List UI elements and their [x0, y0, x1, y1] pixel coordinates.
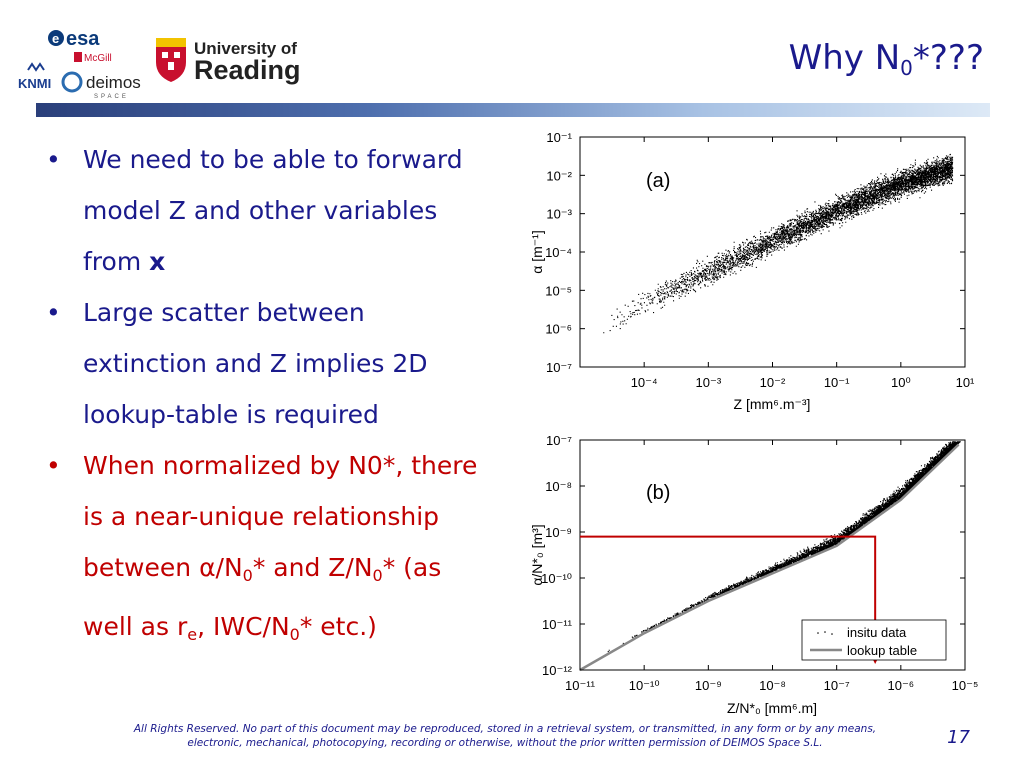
reading-line2: Reading — [194, 55, 301, 85]
plot-b-ticks: 10⁻¹¹ 10⁻¹⁰ 10⁻⁹ 10⁻⁸ 10⁻⁷ 10⁻⁶ 10⁻⁵ 10⁻⁷ 10⁻⁸ 10… — [541, 433, 978, 693]
x-tick-label: 10⁻¹ — [824, 375, 850, 390]
y-tick-label: 10⁻⁹ — [545, 525, 572, 540]
header-bar — [36, 103, 990, 117]
scatter-points — [607, 441, 961, 653]
esa-text: esa — [66, 28, 100, 50]
footer-copyright: All Rights Reserved. No part of this doc… — [133, 723, 877, 749]
y-tick-label: 10⁻⁴ — [545, 245, 572, 260]
lookup-table-line — [579, 443, 960, 672]
plot-a-xlabel: Z [mm⁶.m⁻³] — [734, 396, 811, 412]
y-tick-label: 10⁻¹⁰ — [541, 571, 572, 586]
y-tick-label: 10⁻³ — [546, 207, 572, 222]
svg-text:e: e — [52, 31, 59, 46]
bullet-item: Large scatter between extinction and Z i… — [46, 287, 486, 440]
x-tick-label: 10⁻¹⁰ — [629, 678, 660, 693]
slide-title: Why N0*??? — [788, 38, 984, 80]
x-tick-label: 10⁻⁵ — [952, 678, 979, 693]
plot-a-points — [603, 153, 954, 334]
y-tick-label: 10⁻⁵ — [545, 283, 572, 298]
x-tick-label: 10⁻⁴ — [631, 375, 658, 390]
y-tick-label: 10⁻¹² — [542, 663, 573, 678]
esa-logo: e esa — [48, 28, 100, 50]
x-tick-label: 10⁻⁹ — [695, 678, 722, 693]
deimos-sub: SPACE — [94, 94, 129, 100]
x-tick-label: 10⁻⁸ — [759, 678, 786, 693]
y-tick-label: 10⁻⁷ — [546, 360, 572, 375]
y-tick-label: 10⁻¹ — [546, 130, 572, 145]
x-tick-label: 10⁻³ — [696, 375, 722, 390]
x-tick-label: 10⁰ — [891, 375, 911, 390]
plot-b-ylabel: α/N*₀ [m³] — [529, 524, 545, 585]
knmi-text: KNMI — [18, 76, 51, 91]
logo-group: e esa McGill KNMI deimos SPACE Universit… — [14, 24, 314, 104]
y-tick-label: 10⁻⁷ — [546, 433, 572, 448]
legend-lookup: lookup table — [847, 643, 917, 658]
highlight-arrow — [580, 535, 877, 654]
mcgill-logo: McGill — [74, 52, 112, 64]
plot-a-ticks: 10⁻⁴ 10⁻³ 10⁻² 10⁻¹ 10⁰ 10¹ 10⁻¹ 10⁻² 10⁻³ 10⁻⁴ 10… — [545, 130, 975, 390]
scatter-plot-a: 10⁻⁴ 10⁻³ 10⁻² 10⁻¹ 10⁰ 10¹ 10⁻¹ 10⁻² 10⁻³ 10⁻⁴ 10… — [529, 130, 975, 412]
x-tick-label: 10⁻⁷ — [824, 678, 850, 693]
y-tick-label: 10⁻² — [546, 168, 572, 183]
plot-b-legend: insitu data lookup table — [801, 619, 947, 661]
scatter-points — [603, 153, 954, 334]
y-tick-label: 10⁻⁶ — [545, 322, 572, 337]
x-tick-label: 10⁻² — [760, 375, 786, 390]
plot-b-xlabel: Z/N*₀ [mm⁶.m] — [727, 700, 817, 716]
plot-a-ylabel: α [m⁻¹] — [529, 230, 545, 273]
mcgill-text: McGill — [84, 53, 112, 64]
bullet-item: We need to be able to forward model Z an… — [46, 134, 486, 287]
x-tick-label: 10¹ — [956, 375, 975, 390]
scatter-plot-b: 10⁻¹¹ 10⁻¹⁰ 10⁻⁹ 10⁻⁸ 10⁻⁷ 10⁻⁶ 10⁻⁵ 10⁻⁷ 10⁻⁸ 10… — [529, 433, 978, 716]
bullet-list: We need to be able to forward model Z an… — [46, 134, 486, 660]
deimos-text: deimos — [86, 73, 141, 92]
plot-b-points — [607, 441, 961, 653]
deimos-logo: deimos SPACE — [61, 71, 141, 100]
knmi-logo: KNMI — [18, 62, 51, 91]
legend-insitu: insitu data — [847, 625, 907, 640]
y-tick-label: 10⁻⁸ — [545, 479, 572, 494]
x-tick-label: 10⁻⁶ — [887, 678, 914, 693]
reading-line1: University of — [194, 39, 297, 58]
plot-a-panel-label: (a) — [646, 170, 670, 192]
reading-crest — [156, 38, 186, 82]
bullet-item: When normalized by N0*, there is a near-… — [46, 440, 486, 660]
plot-a-frame — [579, 136, 966, 368]
y-tick-label: 10⁻¹¹ — [542, 617, 573, 632]
x-tick-label: 10⁻¹¹ — [565, 678, 596, 693]
page-number: 17 — [947, 727, 970, 748]
plot-b-panel-label: (b) — [646, 482, 670, 504]
